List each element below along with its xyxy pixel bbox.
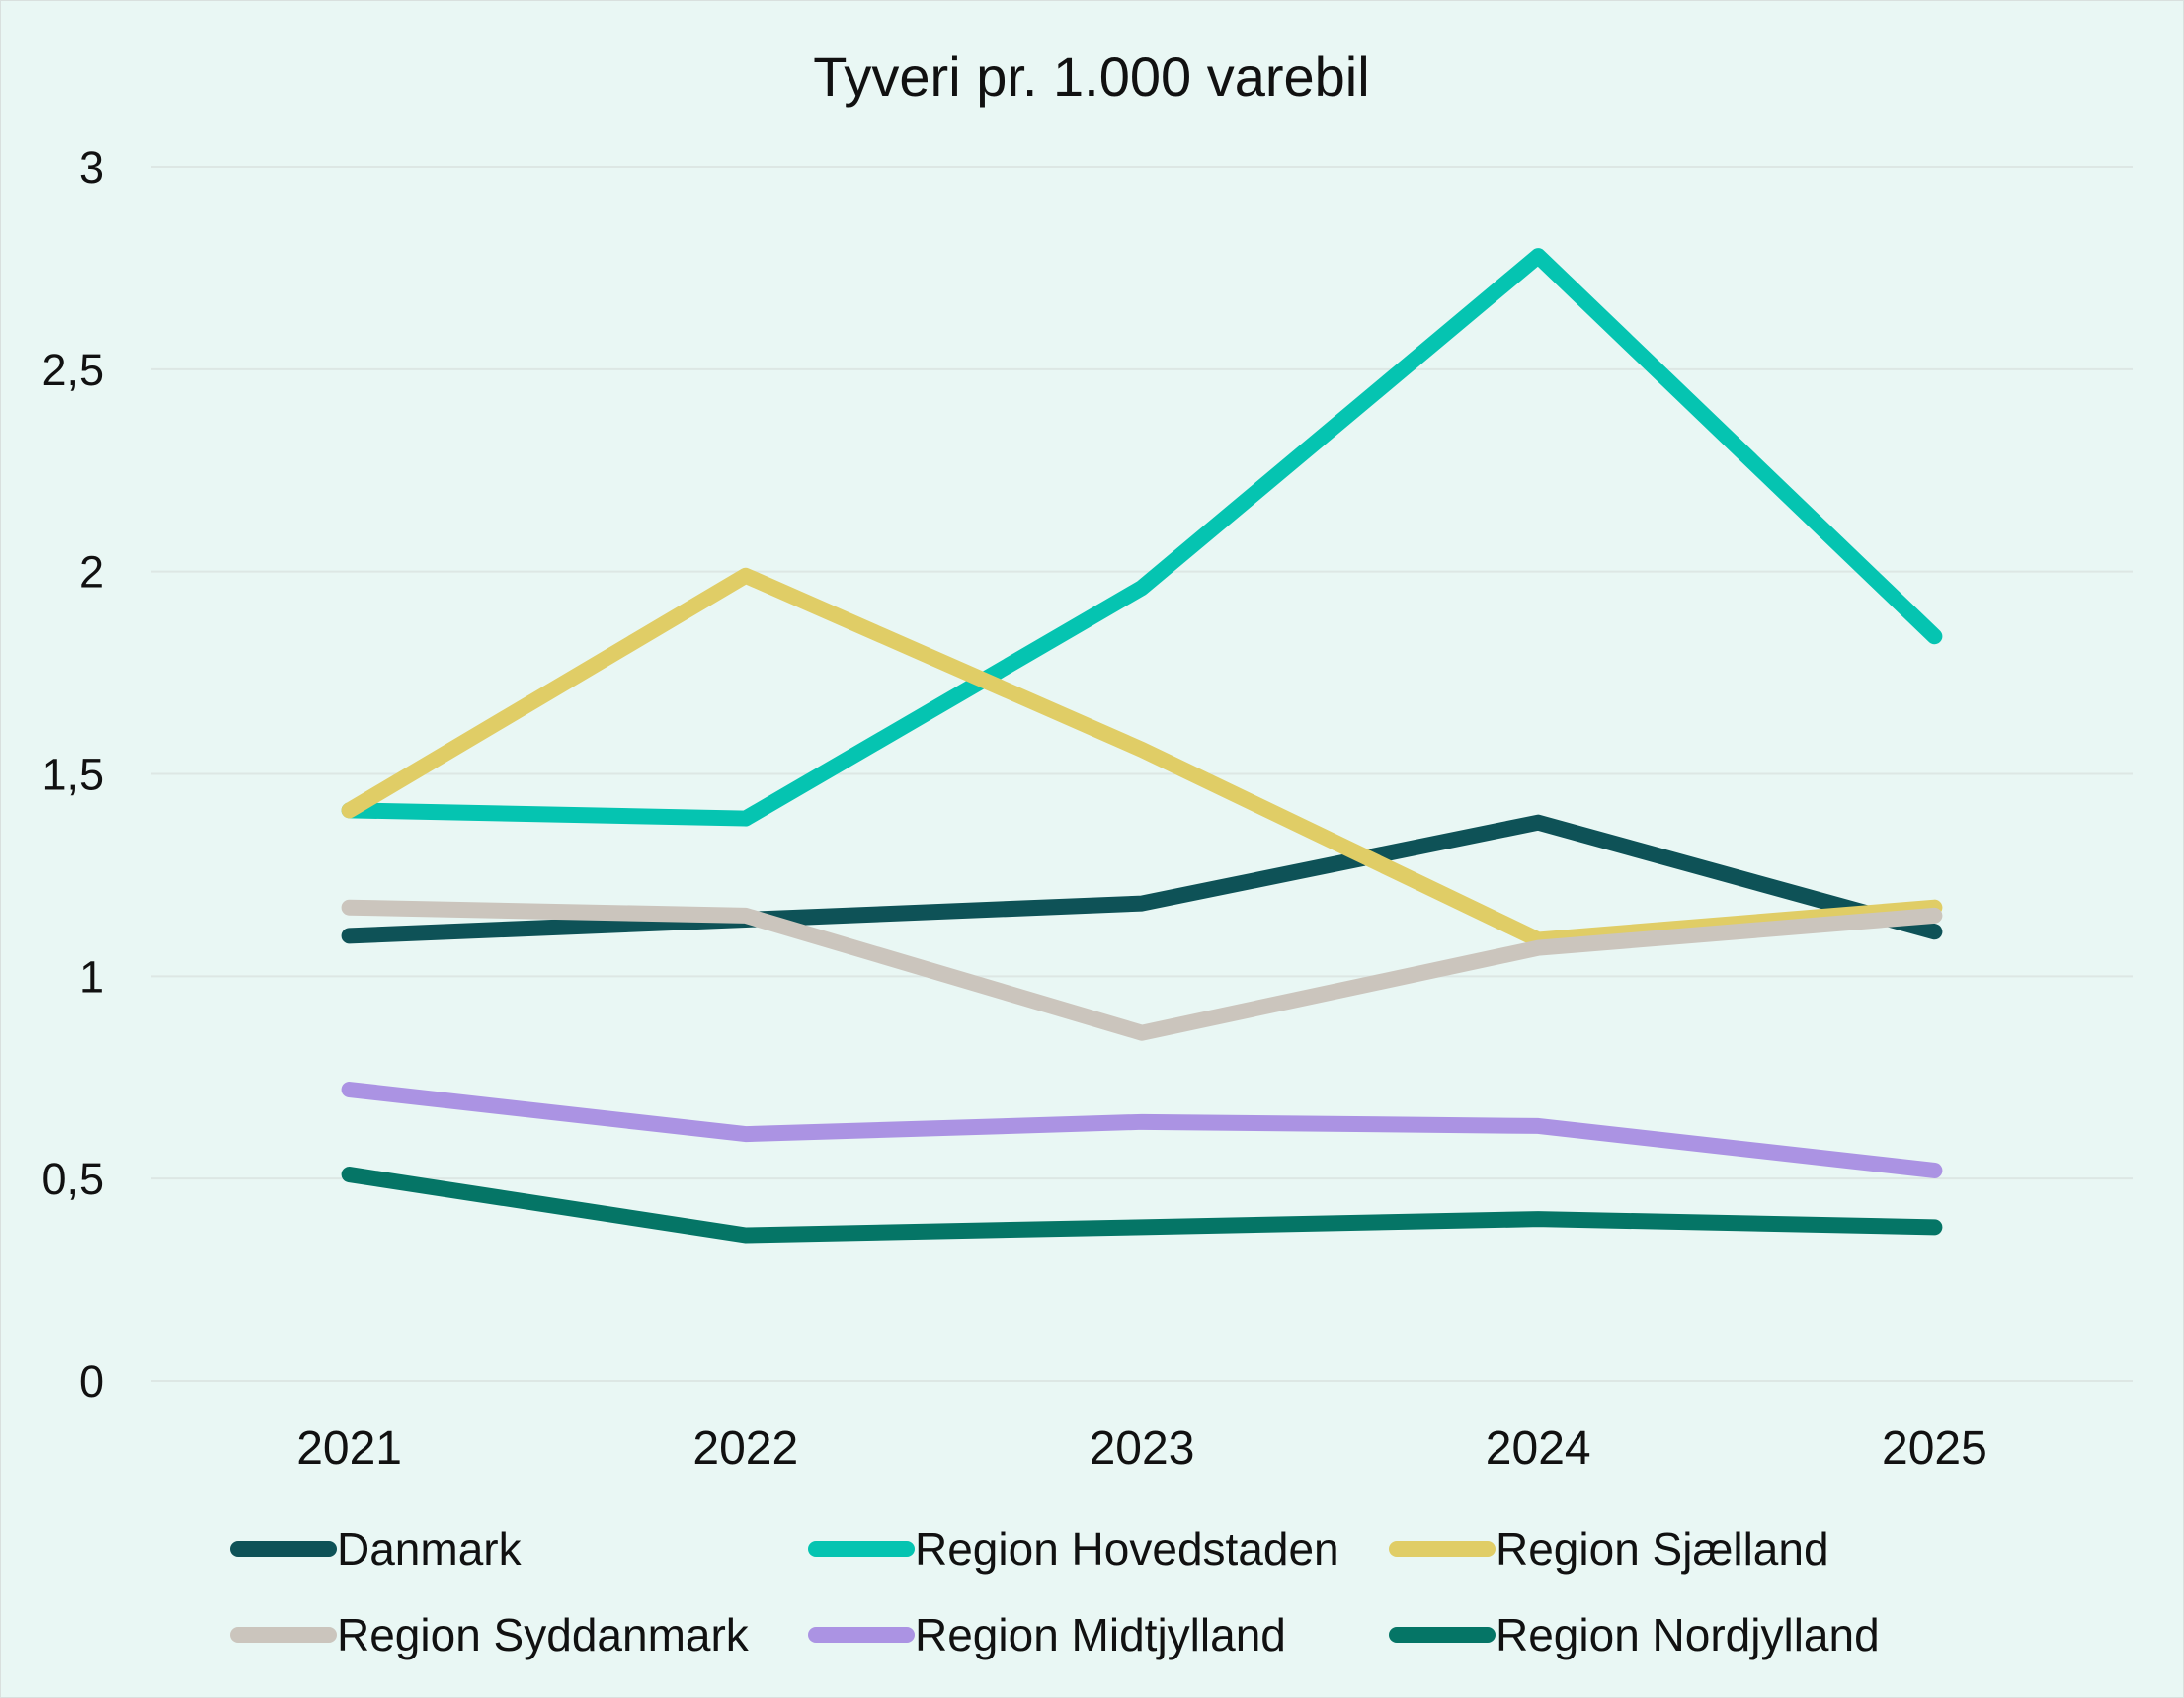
legend-label: Danmark: [337, 1523, 523, 1575]
series-line-region-nordjylland: [341, 1167, 1943, 1244]
legend-item-danmark: Danmark: [230, 1523, 523, 1575]
series-line-danmark: [341, 814, 1943, 944]
x-axis-ticks: 2021 2022 2023 2024 2025: [296, 1422, 1987, 1475]
legend-label: Region Hovedstaden: [915, 1523, 1339, 1575]
legend-label: Region Sjælland: [1496, 1523, 1829, 1575]
legend-label: Region Nordjylland: [1496, 1609, 1880, 1660]
x-tick-label: 2024: [1486, 1422, 1591, 1475]
legend-item-region-sj-lland: Region Sjælland: [1389, 1523, 1829, 1575]
x-tick-label: 2021: [296, 1422, 402, 1475]
y-tick-label: 0,5: [41, 1154, 104, 1204]
series-line-region-midtjylland: [341, 1082, 1943, 1178]
series-lines: [341, 248, 1943, 1244]
x-tick-label: 2022: [692, 1422, 798, 1475]
y-tick-label: 0: [79, 1356, 104, 1407]
legend: Danmark Region Hovedstaden Region Sjælland…: [230, 1523, 1880, 1660]
y-tick-label: 3: [79, 142, 104, 193]
x-tick-label: 2025: [1882, 1422, 1987, 1475]
y-tick-label: 2,5: [41, 345, 104, 395]
legend-item-region-hovedstaden: Region Hovedstaden: [808, 1523, 1339, 1575]
legend-item-region-nordjylland: Region Nordjylland: [1389, 1609, 1880, 1660]
series-line-region-sj-lland: [341, 567, 1943, 948]
y-tick-label: 1,5: [41, 750, 104, 800]
y-tick-label: 2: [79, 547, 104, 598]
legend-label: Region Syddanmark: [337, 1609, 750, 1660]
y-axis-ticks: 0 0,5 1 1,5 2 2,5 3: [41, 142, 104, 1407]
series-line-region-hovedstaden: [341, 248, 1943, 827]
chart-title: Tyveri pr. 1.000 varebil: [813, 45, 1369, 108]
gridlines: [151, 166, 2133, 1382]
x-tick-label: 2023: [1090, 1422, 1195, 1475]
series-line-region-syddanmark: [341, 899, 1943, 1041]
legend-label: Region Midtjylland: [915, 1609, 1286, 1660]
y-tick-label: 1: [79, 951, 104, 1002]
legend-item-region-midtjylland: Region Midtjylland: [808, 1609, 1286, 1660]
legend-item-region-syddanmark: Region Syddanmark: [230, 1609, 750, 1660]
